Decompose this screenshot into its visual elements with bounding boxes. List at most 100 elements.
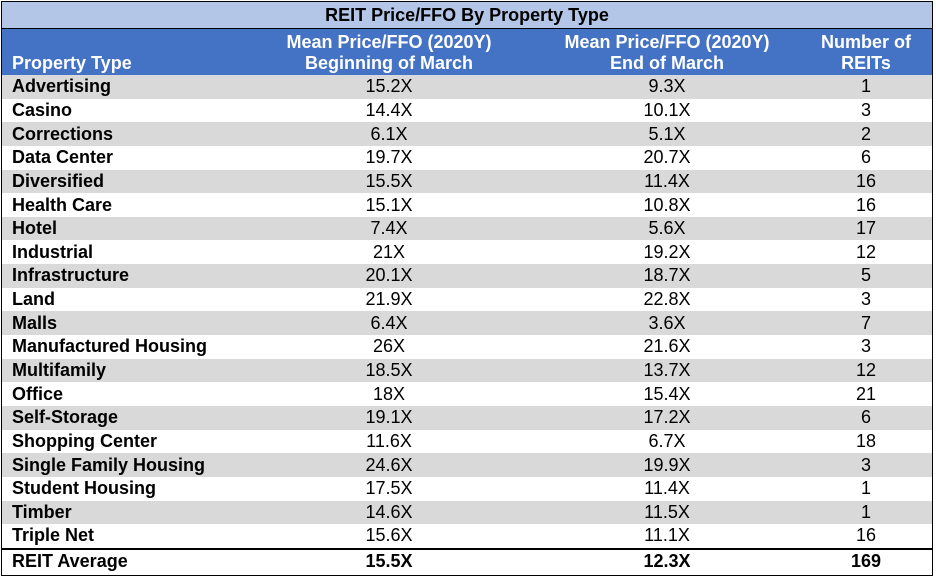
begin-march-cell: 26X (372, 336, 406, 357)
table-body: Advertising 15.2X 9.3X 1 Casino 14.4X 10.1X 3 Co… (2, 75, 932, 548)
end-march-cell: 9.3X (648, 76, 686, 97)
table-row: Multifamily 18.5X 13.7X 12 (2, 358, 932, 383)
end-march-cell: 11.5X (644, 501, 690, 522)
end-march-cell: 11.4X (644, 170, 690, 191)
reit-count-cell: 6 (860, 147, 871, 168)
property-type-cell: Health Care (12, 194, 113, 215)
reit-count-cell: 16 (855, 170, 877, 191)
header-property-type: Property Type (2, 29, 244, 75)
reit-count-cell: 1 (860, 76, 871, 97)
table-row: Corrections 6.1X 5.1X 2 (2, 122, 932, 146)
table-row: Shopping Center 11.6X 6.7X 18 (2, 429, 932, 454)
table-title: REIT Price/FFO By Property Type (2, 2, 932, 29)
table-row: Data Center 19.7X 20.7X 6 (2, 145, 932, 170)
reit-count-cell: 3 (860, 289, 871, 310)
end-march-cell: 6.7X (648, 430, 686, 451)
header-begin-line2: Beginning of March (305, 53, 473, 73)
end-march-cell: 19.9X (643, 454, 691, 475)
property-type-cell: Malls (12, 312, 58, 333)
end-march-cell: 11.1X (644, 525, 690, 546)
property-type-cell: Corrections (12, 123, 114, 144)
reit-count-cell: 1 (860, 478, 871, 499)
table-row: Self-Storage 19.1X 17.2X 6 (2, 405, 932, 430)
reit-count-cell: 3 (860, 336, 871, 357)
end-march-cell: 5.6X (648, 218, 686, 239)
total-count: 169 (850, 550, 882, 571)
end-march-cell: 15.4X (643, 383, 691, 404)
reit-count-cell: 1 (860, 501, 871, 522)
end-march-cell: 5.1X (648, 123, 686, 144)
end-march-cell: 10.8X (643, 194, 691, 215)
begin-march-cell: 20.1X (365, 265, 413, 286)
reit-count-cell: 17 (855, 218, 877, 239)
table-row: Land 21.9X 22.8X 3 (2, 287, 932, 312)
header-count-line2: REITs (841, 53, 891, 73)
table-row: Advertising 15.2X 9.3X 1 (2, 75, 932, 99)
begin-march-cell: 21X (372, 241, 406, 262)
table-row: Industrial 21X 19.2X 12 (2, 240, 932, 265)
begin-march-cell: 7.4X (370, 218, 408, 239)
header-row: Property Type Mean Price/FFO (2020Y) Beg… (2, 29, 932, 75)
property-type-cell: Timber (12, 501, 72, 522)
reit-count-cell: 18 (855, 430, 877, 451)
begin-march-cell: 21.9X (365, 289, 413, 310)
end-march-cell: 21.6X (643, 336, 691, 357)
begin-march-cell: 15.6X (365, 525, 413, 546)
begin-march-cell: 14.6X (365, 501, 413, 522)
property-type-cell: Infrastructure (12, 265, 130, 286)
reit-count-cell: 12 (855, 241, 877, 262)
table-row: Health Care 15.1X 10.8X 16 (2, 193, 932, 217)
header-end-line1: Mean Price/FFO (2020Y) (564, 32, 770, 52)
end-march-cell: 13.7X (643, 360, 691, 380)
property-type-cell: Triple Net (12, 525, 95, 546)
begin-march-cell: 15.1X (365, 194, 413, 215)
end-march-cell: 11.4X (644, 478, 690, 499)
reit-count-cell: 3 (860, 454, 871, 475)
begin-march-cell: 15.2X (365, 76, 413, 97)
table-row: Malls 6.4X 3.6X 7 (2, 311, 932, 336)
property-type-cell: Hotel (12, 218, 57, 239)
end-march-cell: 19.2X (643, 241, 691, 262)
reit-count-cell: 16 (855, 525, 877, 546)
table-row: Diversified 15.5X 11.4X 16 (2, 169, 932, 194)
property-type-cell: Industrial (12, 241, 94, 262)
header-end-line2: End of March (609, 53, 724, 73)
reit-count-cell: 2 (860, 123, 871, 144)
total-label: REIT Average (12, 550, 128, 571)
header-end-march: Mean Price/FFO (2020Y) End of March (534, 29, 800, 75)
begin-march-cell: 11.6X (366, 430, 412, 451)
total-begin: 15.5X (365, 550, 413, 571)
property-type-cell: Diversified (12, 170, 105, 191)
reit-count-cell: 7 (860, 312, 871, 333)
begin-march-cell: 17.5X (365, 478, 413, 499)
table-row: Single Family Housing 24.6X 19.9X 3 (2, 453, 932, 477)
property-type-cell: Casino (12, 99, 73, 120)
reit-count-cell: 3 (860, 99, 871, 120)
end-march-cell: 18.7X (643, 265, 691, 286)
table-row: Casino 14.4X 10.1X 3 (2, 98, 932, 123)
begin-march-cell: 6.1X (370, 123, 408, 144)
end-march-cell: 17.2X (643, 407, 691, 428)
table-row: Infrastructure 20.1X 18.7X 5 (2, 264, 932, 288)
reit-count-cell: 21 (855, 383, 877, 404)
reit-count-cell: 6 (860, 407, 871, 428)
property-type-cell: Advertising (12, 76, 112, 97)
begin-march-cell: 15.5X (365, 170, 413, 191)
property-type-cell: Office (12, 383, 64, 404)
total-row: REIT Average 15.5X 12.3X 169 (2, 547, 932, 573)
begin-march-cell: 24.6X (365, 454, 413, 475)
header-begin-march: Mean Price/FFO (2020Y) Beginning of Marc… (244, 29, 534, 75)
property-type-cell: Manufactured Housing (12, 336, 208, 357)
end-march-cell: 22.8X (643, 289, 691, 310)
property-type-cell: Shopping Center (12, 430, 157, 451)
begin-march-cell: 19.7X (365, 147, 413, 168)
property-type-cell: Data Center (12, 147, 114, 168)
table-row: Hotel 7.4X 5.6X 17 (2, 216, 932, 241)
property-type-cell: Multifamily (12, 360, 107, 380)
begin-march-cell: 14.4X (365, 99, 413, 120)
end-march-cell: 10.1X (643, 99, 691, 120)
property-type-cell: Land (12, 289, 55, 310)
header-property-type-line2: Property Type (12, 53, 132, 73)
property-type-cell: Self-Storage (12, 407, 119, 428)
